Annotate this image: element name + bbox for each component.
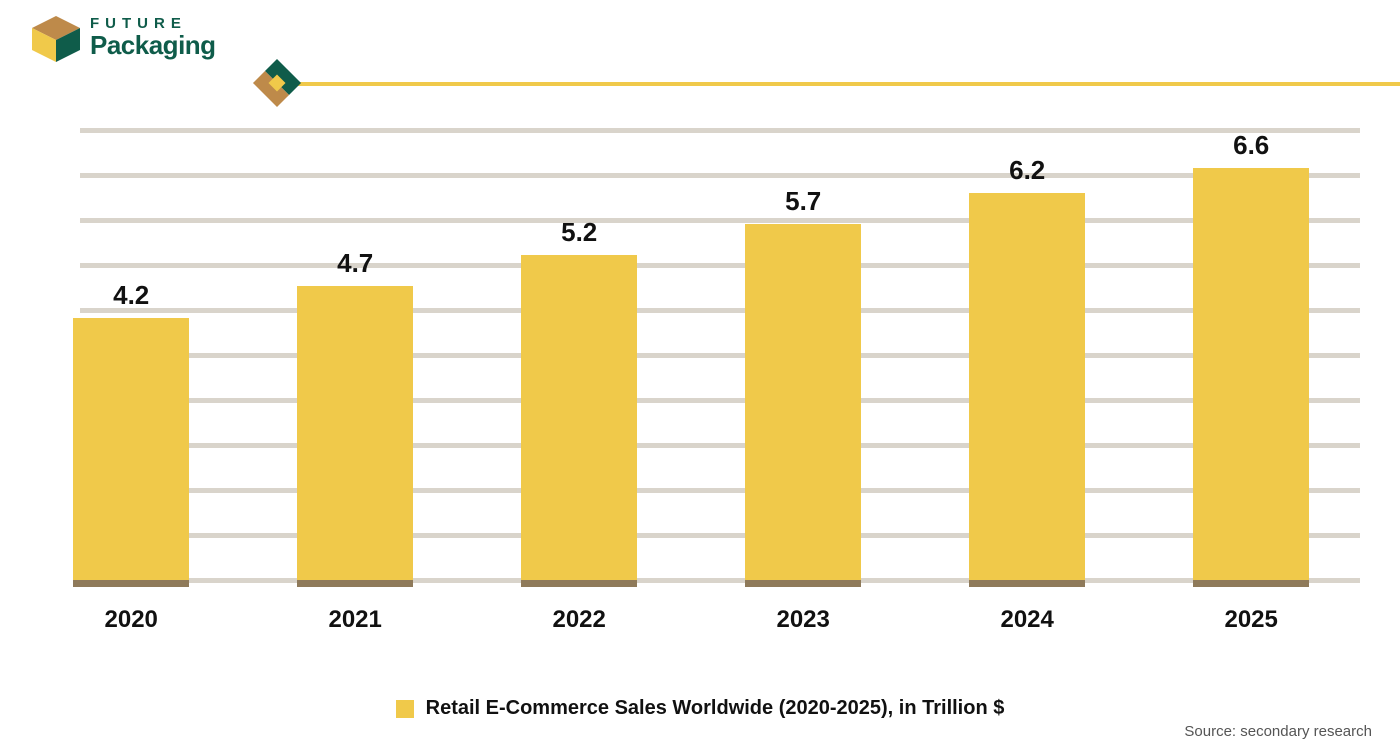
bar: [297, 286, 413, 580]
bar-value-label: 4.2: [73, 280, 189, 311]
gridline: [80, 443, 1360, 448]
bar-value-label: 6.2: [969, 155, 1085, 186]
x-axis-label: 2025: [1193, 606, 1309, 634]
bar-base: [1193, 580, 1309, 587]
bar-base: [73, 580, 189, 587]
x-axis: 202020212022202320242025: [80, 590, 1360, 635]
bar-value-label: 6.6: [1193, 130, 1309, 161]
bar-slot: 6.2: [969, 193, 1085, 581]
legend-swatch: [396, 700, 414, 718]
bar-chart: 4.24.75.25.76.26.6 202020212022202320242…: [80, 120, 1360, 630]
legend-text: Retail E-Commerce Sales Worldwide (2020-…: [426, 697, 1005, 720]
chart-legend: Retail E-Commerce Sales Worldwide (2020-…: [0, 697, 1400, 720]
gridline: [80, 398, 1360, 403]
logo-line-2: Packaging: [90, 32, 216, 59]
x-axis-label: 2020: [73, 606, 189, 634]
bar-value-label: 5.7: [745, 186, 861, 217]
bar-value-label: 4.7: [297, 248, 413, 279]
bar: [73, 318, 189, 581]
gridline: [80, 218, 1360, 223]
plot-area: 4.24.75.25.76.26.6: [80, 130, 1360, 580]
gridline: [80, 263, 1360, 268]
gridline: [80, 308, 1360, 313]
x-axis-label: 2023: [745, 606, 861, 634]
header-divider-line: [286, 82, 1400, 86]
source-attribution: Source: secondary research: [1184, 723, 1372, 740]
brand-logo: FUTURE Packaging: [30, 14, 216, 62]
bar-base: [521, 580, 637, 587]
bar: [745, 224, 861, 580]
bar-value-label: 5.2: [521, 217, 637, 248]
bar: [1193, 168, 1309, 581]
bar-base: [297, 580, 413, 587]
gridline: [80, 533, 1360, 538]
gridline: [80, 353, 1360, 358]
bar-slot: 5.2: [521, 255, 637, 580]
bar-slot: 4.2: [73, 318, 189, 581]
x-axis-label: 2021: [297, 606, 413, 634]
bar-slot: 4.7: [297, 286, 413, 580]
bar-slot: 6.6: [1193, 168, 1309, 581]
gridline: [80, 488, 1360, 493]
bar-slot: 5.7: [745, 224, 861, 580]
gridline: [80, 173, 1360, 178]
gridline: [80, 128, 1360, 133]
bar-base: [745, 580, 861, 587]
x-axis-label: 2024: [969, 606, 1085, 634]
x-axis-label: 2022: [521, 606, 637, 634]
logo-box-icon: [30, 14, 82, 62]
bar: [521, 255, 637, 580]
logo-text: FUTURE Packaging: [90, 16, 216, 59]
bar-base: [969, 580, 1085, 587]
gridline: [80, 578, 1360, 583]
bar: [969, 193, 1085, 581]
